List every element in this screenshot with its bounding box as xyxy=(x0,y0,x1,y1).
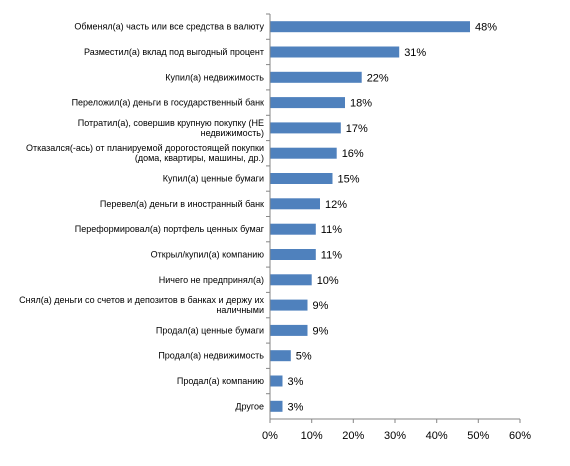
category-label-line: Продал(а) компанию xyxy=(177,376,264,386)
category-label-line: (дома, квартиры, машины, др.) xyxy=(135,153,264,163)
bar xyxy=(270,350,291,362)
value-label: 9% xyxy=(313,300,329,312)
category-label-line: Продал(а) ценные бумаги xyxy=(156,325,264,335)
category-label-line: Перевел(а) деньги в иностранный банк xyxy=(100,199,264,209)
x-tick-label: 0% xyxy=(262,430,278,442)
bar xyxy=(270,97,345,109)
category-label: Ничего не предпринял(а) xyxy=(159,275,264,285)
category-label: Потратил(а), совершив крупную покупку (Н… xyxy=(78,118,264,138)
category-label-line: наличными xyxy=(216,305,264,315)
value-label: 11% xyxy=(321,250,342,262)
x-tick-label: 30% xyxy=(384,430,406,442)
category-label-line: Ничего не предпринял(а) xyxy=(159,275,264,285)
category-label-line: Открыл/купил(а) компанию xyxy=(151,250,265,260)
category-label: Другое xyxy=(235,401,264,411)
bar xyxy=(270,400,283,412)
x-tick-label: 10% xyxy=(301,430,323,442)
x-tick-label: 60% xyxy=(509,430,531,442)
category-label-line: Продал(а) недвижимость xyxy=(158,351,264,361)
category-label-line: Обменял(а) часть или все средства в валю… xyxy=(74,22,264,32)
bar xyxy=(270,324,308,336)
value-label: 15% xyxy=(338,174,360,186)
x-tick-label: 50% xyxy=(467,430,489,442)
bar xyxy=(270,198,320,210)
value-label: 22% xyxy=(367,72,389,84)
category-label-line: Купил(а) ценные бумаги xyxy=(163,174,264,184)
value-labels-group: 48% 31% 22% 18% 17% 16% 15% 12% 11% 11% 10% 9% 9% 5% 3… xyxy=(288,22,498,414)
value-label: 12% xyxy=(325,199,347,211)
value-label: 11% xyxy=(321,224,342,236)
category-label: Переформировал(а) портфель ценных бумаг xyxy=(75,224,265,234)
category-label: Перевел(а) деньги в иностранный банк xyxy=(100,199,264,209)
value-label: 10% xyxy=(317,275,339,287)
category-label: Продал(а) компанию xyxy=(177,376,264,386)
bars-group xyxy=(270,21,470,412)
value-label: 5% xyxy=(296,351,312,363)
y-axis xyxy=(266,13,271,419)
category-label-line: Снял(а) деньги со счетов и депозитов в б… xyxy=(19,295,264,305)
category-label-line: Купил(а) недвижимость xyxy=(165,72,264,82)
category-label-line: Переложил(а) деньги в государственный ба… xyxy=(72,98,264,108)
bar xyxy=(270,274,312,286)
value-label: 3% xyxy=(288,376,304,388)
category-labels-group: Обменял(а) часть или все средства в валю… xyxy=(19,22,265,412)
bar xyxy=(270,223,316,235)
value-label: 16% xyxy=(342,148,364,160)
category-label-line: Разместил(а) вклад под выгодный процент xyxy=(84,47,264,57)
category-label: Снял(а) деньги со счетов и депозитов в б… xyxy=(19,295,264,315)
category-label-line: Потратил(а), совершив крупную покупку (Н… xyxy=(78,118,264,128)
category-label: Открыл/купил(а) компанию xyxy=(151,250,265,260)
bar xyxy=(270,173,333,184)
category-label: Разместил(а) вклад под выгодный процент xyxy=(84,47,264,57)
x-tick-label: 20% xyxy=(342,430,364,442)
category-label-line: Другое xyxy=(235,401,264,411)
category-label: Переложил(а) деньги в государственный ба… xyxy=(72,98,264,108)
value-label: 17% xyxy=(346,123,368,135)
bar xyxy=(270,46,400,58)
bar xyxy=(270,21,470,33)
category-label: Продал(а) ценные бумаги xyxy=(156,325,264,335)
x-axis: 0% 10% 20% 30% 40% 50% 60% xyxy=(262,418,531,442)
bar xyxy=(270,122,341,134)
category-label-line: Отказался(-ась) от планируемой дорогосто… xyxy=(26,143,264,153)
value-label: 31% xyxy=(404,47,426,59)
category-label: Купил(а) ценные бумаги xyxy=(163,174,264,184)
bar xyxy=(270,249,316,260)
bar xyxy=(270,147,337,159)
category-label-line: недвижимость) xyxy=(201,128,264,138)
value-label: 48% xyxy=(475,22,497,34)
value-label: 18% xyxy=(350,98,372,110)
category-label: Обменял(а) часть или все средства в валю… xyxy=(74,22,264,32)
category-label: Отказался(-ась) от планируемой дорогосто… xyxy=(26,143,264,163)
value-label: 9% xyxy=(313,325,329,337)
x-tick-label: 40% xyxy=(426,430,448,442)
value-label: 3% xyxy=(288,401,304,413)
category-label: Продал(а) недвижимость xyxy=(158,351,264,361)
bar xyxy=(270,299,308,311)
bar xyxy=(270,375,283,387)
category-label-line: Переформировал(а) портфель ценных бумаг xyxy=(75,224,265,234)
bar xyxy=(270,71,362,83)
category-label: Купил(а) недвижимость xyxy=(165,72,264,82)
